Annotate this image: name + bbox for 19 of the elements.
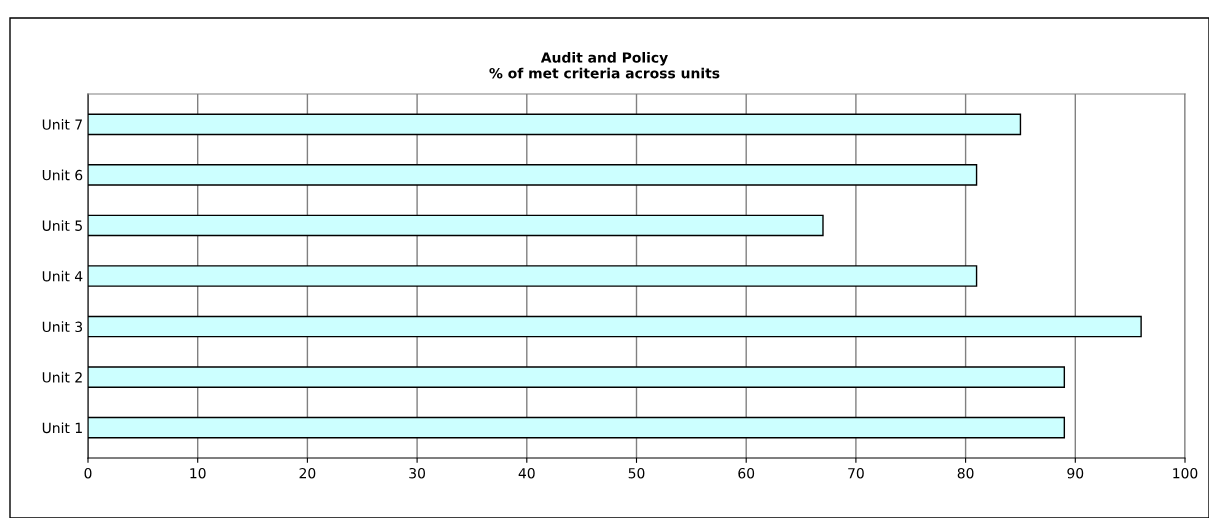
x-tick-label: 60 xyxy=(738,467,755,479)
x-tick-label: 50 xyxy=(628,467,645,479)
x-tick-label: 70 xyxy=(848,467,864,479)
x-tick-label: 90 xyxy=(1067,467,1084,479)
chart-title: Audit and Policy % of met criteria across units xyxy=(489,52,720,79)
x-tick-label: 20 xyxy=(299,467,316,479)
y-tick-label: Unit 2 xyxy=(42,371,82,383)
x-tick-label: 40 xyxy=(518,467,535,479)
y-tick-label: Unit 1 xyxy=(42,422,82,434)
y-tick-label: Unit 4 xyxy=(42,270,83,282)
x-tick-label: 100 xyxy=(1173,467,1198,479)
x-tick-label: 30 xyxy=(409,467,426,479)
x-tick-label: 10 xyxy=(190,467,206,479)
x-tick-label: 80 xyxy=(957,467,974,479)
y-tick-label: Unit 3 xyxy=(42,321,83,333)
y-tick-label: Unit 5 xyxy=(42,220,82,231)
y-tick-label: Unit 6 xyxy=(42,169,83,181)
x-tick-label: 0 xyxy=(84,467,92,479)
y-tick-label: Unit 7 xyxy=(42,119,82,130)
